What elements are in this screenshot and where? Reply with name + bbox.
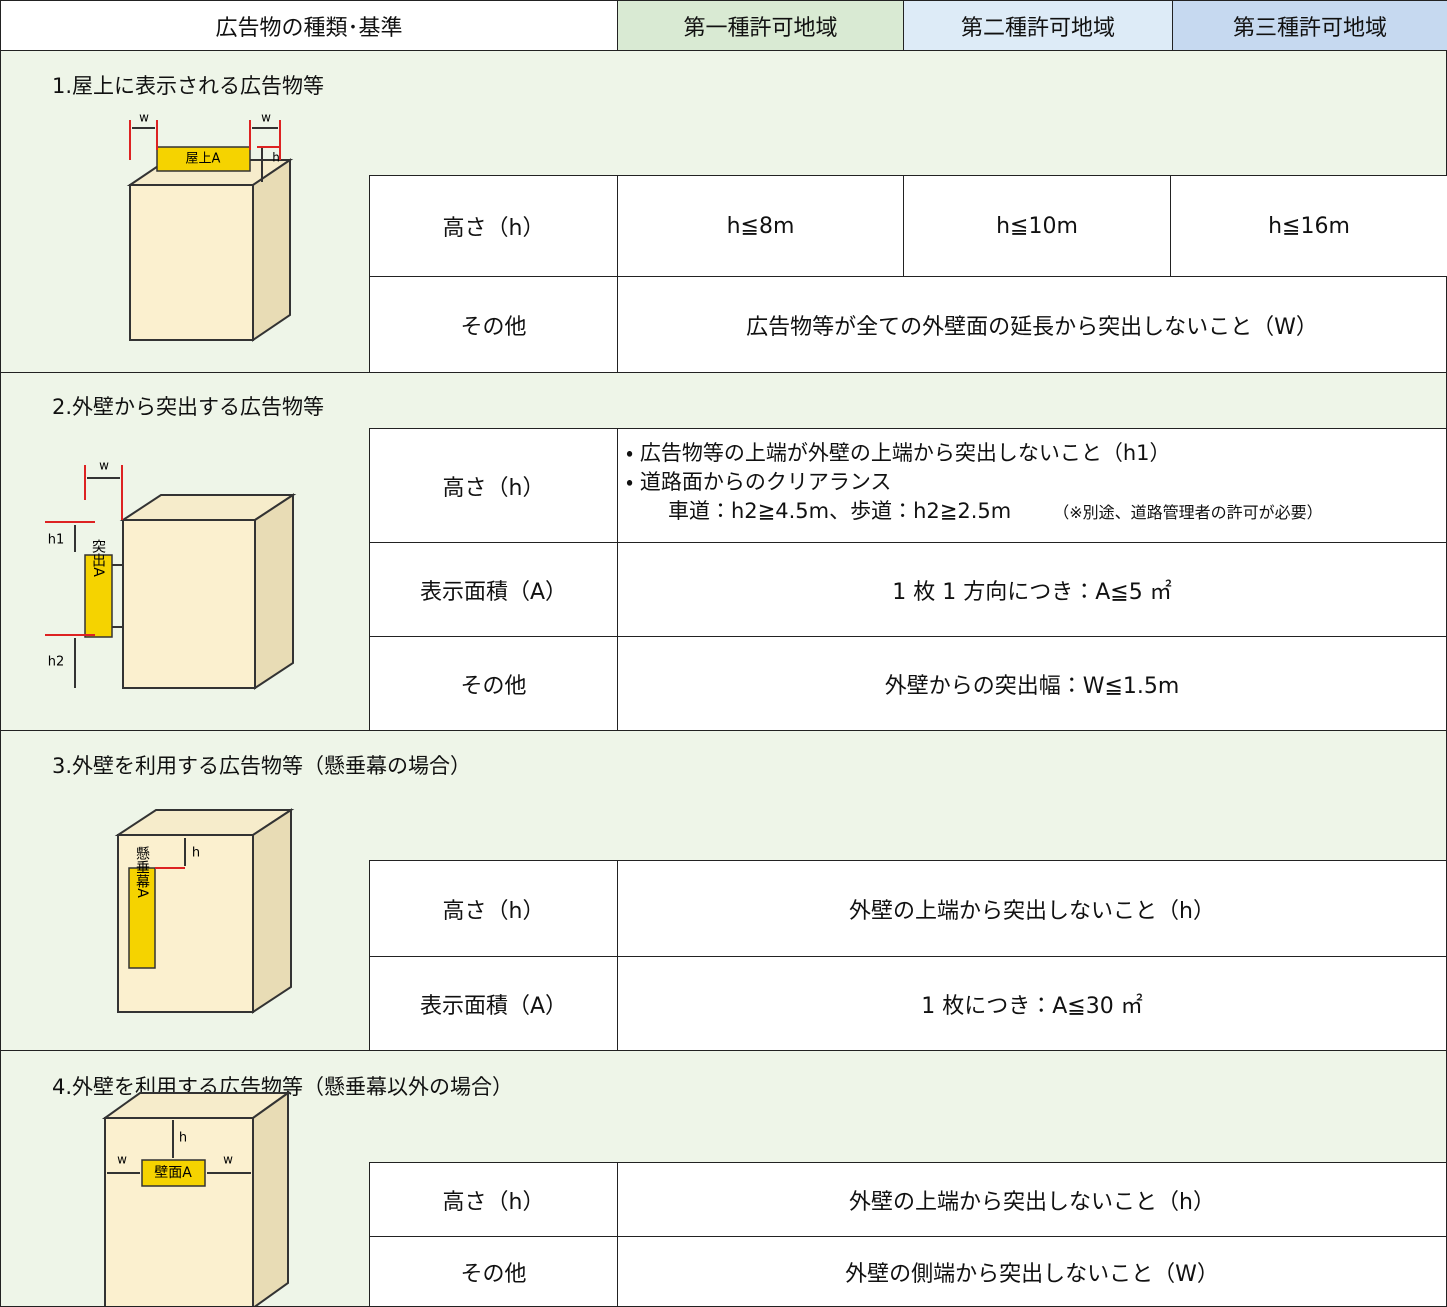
- building-front: [122, 519, 256, 689]
- figure-label: h2: [48, 655, 65, 670]
- building-side: [252, 1091, 289, 1306]
- figure-label: 壁面A: [154, 1165, 192, 1181]
- figure-label: h1: [48, 533, 65, 548]
- figure-label: h: [272, 151, 280, 165]
- row-label: 表示面積（A）: [369, 956, 618, 1051]
- building-side: [252, 808, 292, 1014]
- row-label: 高さ（h）: [369, 428, 618, 543]
- text-line: ・ 広告物等の上端が外壁の上端から突出しないこと（h1）: [626, 441, 1171, 465]
- value-cell: 1 枚 1 方向につき：A≦5 ㎡: [617, 542, 1447, 637]
- text-line: ・ 道路面からのクリアランス: [626, 470, 892, 494]
- sign: [84, 554, 113, 638]
- header-cell: 第三種許可地域: [1172, 0, 1447, 51]
- figure-label: w: [99, 459, 109, 473]
- figure-label: 突出A: [90, 539, 106, 577]
- row-label: 高さ（h）: [369, 175, 618, 277]
- building-front: [129, 184, 254, 341]
- row-label: その他: [369, 276, 618, 373]
- text-line: （※別途、道路管理者の許可が必要）: [1053, 503, 1323, 522]
- value-cell: h≦8m: [617, 175, 904, 277]
- section-title: 3.外壁を利用する広告物等（懸垂幕の場合）: [52, 754, 472, 778]
- value-cell: 外壁の側端から突出しないこと（W）: [617, 1236, 1447, 1307]
- value-cell: h≦16m: [1170, 175, 1447, 277]
- figure-label: h: [192, 846, 200, 861]
- value-cell: 1 枚につき：A≦30 ㎡: [617, 956, 1447, 1051]
- text-line: 車道：h2≧4.5m、歩道：h2≧2.5m: [668, 499, 1012, 523]
- row-label: その他: [369, 636, 618, 731]
- header-cell: 第二種許可地域: [903, 0, 1173, 51]
- figure-label: h: [179, 1131, 187, 1146]
- row-label: 高さ（h）: [369, 860, 618, 957]
- section-title: 1.屋上に表示される広告物等: [52, 74, 325, 98]
- sign: [156, 146, 251, 172]
- sign: [128, 867, 156, 969]
- sign: [141, 1159, 206, 1187]
- row-label: 表示面積（A）: [369, 542, 618, 637]
- row-label: その他: [369, 1236, 618, 1307]
- figure-label: 屋上A: [186, 152, 221, 167]
- figure-label: 懸垂幕A: [134, 846, 150, 898]
- figure-label: w: [117, 1153, 127, 1167]
- figure-label: w: [261, 111, 271, 125]
- row-label: 高さ（h）: [369, 1162, 618, 1237]
- building-front: [104, 1117, 254, 1306]
- value-cell: 外壁の上端から突出しないこと（h）: [617, 860, 1447, 957]
- value-cell: ・ 広告物等の上端が外壁の上端から突出しないこと（h1） ・ 道路面からのクリアラ…: [617, 428, 1447, 543]
- value-cell: 外壁からの突出幅：W≦1.5m: [617, 636, 1447, 731]
- value-cell: 外壁の上端から突出しないこと（h）: [617, 1162, 1447, 1237]
- figure-label: w: [223, 1153, 233, 1167]
- header-cell: 広告物の種類･基準: [0, 0, 618, 51]
- value-cell: h≦10m: [903, 175, 1171, 277]
- building-side: [254, 493, 294, 690]
- section-title: 2.外壁から突出する広告物等: [52, 395, 325, 419]
- building-side: [252, 158, 291, 342]
- figure-label: w: [139, 111, 149, 125]
- value-cell: 広告物等が全ての外壁面の延長から突出しないこと（W）: [617, 276, 1447, 373]
